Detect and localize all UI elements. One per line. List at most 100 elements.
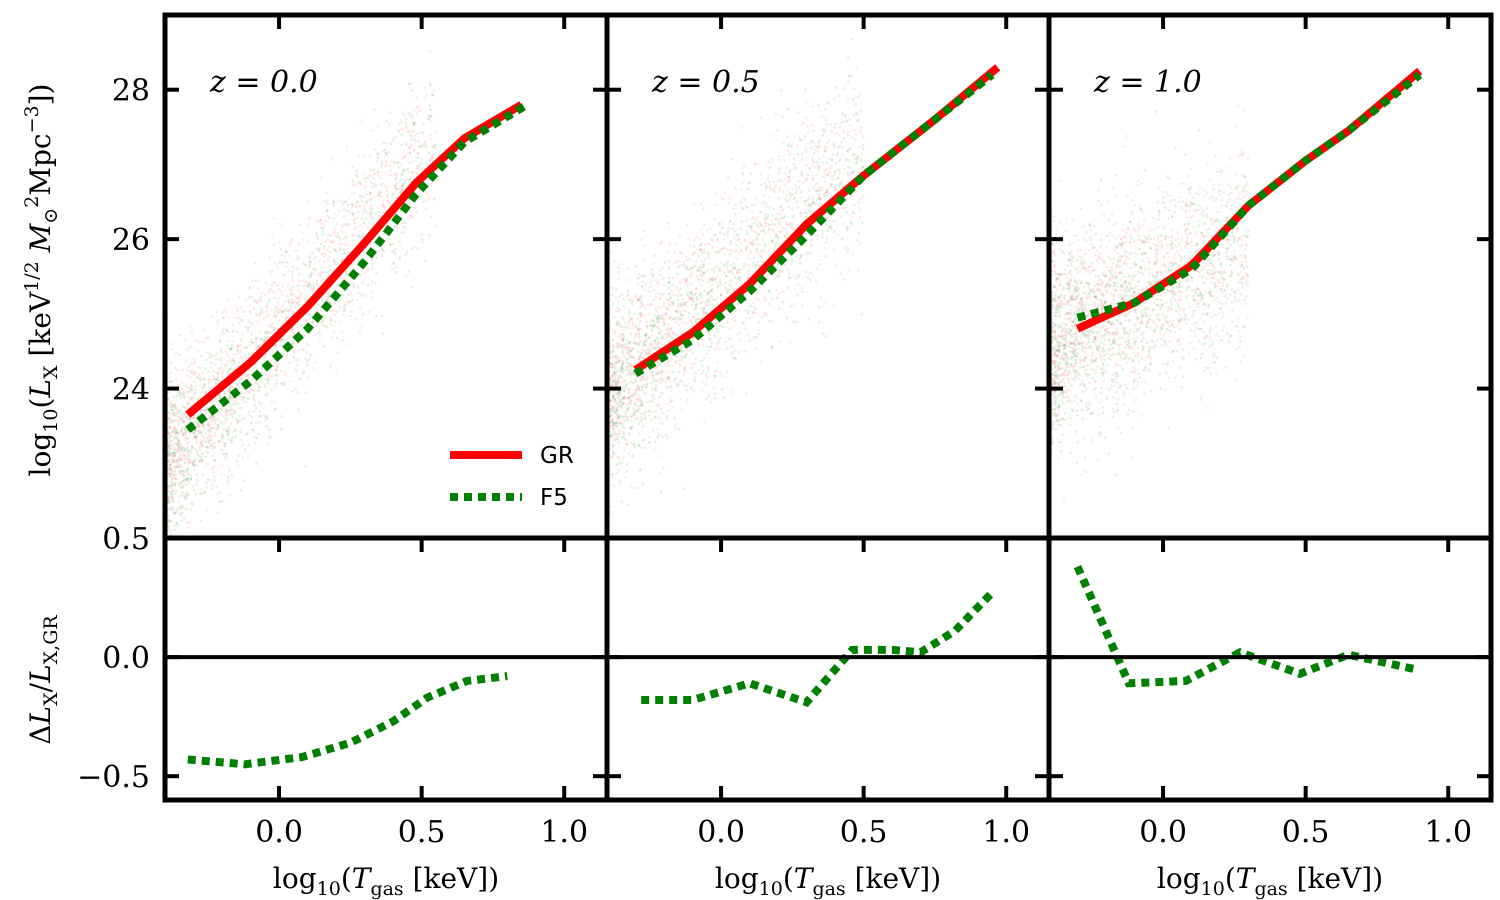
scatter-point-gr bbox=[210, 444, 214, 448]
scatter-point-gr bbox=[206, 351, 210, 354]
scatter-point-gr bbox=[613, 350, 616, 353]
scatter-point-gr bbox=[698, 302, 702, 306]
scatter-point-f5 bbox=[296, 284, 299, 288]
scatter-point-gr bbox=[769, 166, 773, 169]
scatter-point-f5 bbox=[816, 182, 819, 185]
scatter-point-gr bbox=[788, 152, 791, 156]
scatter-point-gr bbox=[647, 352, 650, 355]
scatter-point-gr bbox=[781, 230, 784, 233]
scatter-point-f5 bbox=[401, 189, 404, 193]
scatter-point-gr bbox=[286, 284, 290, 287]
scatter-point-gr bbox=[223, 452, 227, 456]
scatter-point-gr bbox=[292, 331, 295, 335]
scatter-point-gr bbox=[661, 317, 665, 320]
scatter-point-f5 bbox=[360, 232, 364, 235]
scatter-point-f5 bbox=[207, 428, 210, 432]
scatter-point-gr bbox=[667, 377, 670, 381]
scatter-point-gr bbox=[307, 281, 310, 285]
scatter-point-f5 bbox=[200, 492, 203, 496]
scatter-point-f5 bbox=[682, 383, 686, 387]
scatter-point-f5 bbox=[197, 429, 200, 432]
scatter-point-f5 bbox=[304, 357, 307, 361]
scatter-point-gr bbox=[701, 314, 705, 317]
scatter-point-f5 bbox=[763, 194, 766, 197]
scatter-point-f5 bbox=[712, 386, 716, 389]
scatter-point-f5 bbox=[817, 321, 821, 324]
scatter-point-gr bbox=[612, 383, 615, 387]
scatter-point-gr bbox=[355, 226, 359, 229]
scatter-point-gr bbox=[178, 486, 182, 489]
scatter-point-gr bbox=[221, 452, 225, 456]
scatter-point-f5 bbox=[613, 371, 617, 374]
scatter-point-gr bbox=[684, 303, 687, 307]
scatter-point-gr bbox=[246, 346, 249, 349]
scatter-point-f5 bbox=[808, 209, 812, 213]
scatter-point-gr bbox=[638, 328, 641, 331]
scatter-point-gr bbox=[726, 289, 729, 293]
scatter-point-gr bbox=[306, 376, 310, 379]
scatter-point-f5 bbox=[382, 249, 385, 252]
scatter-point-f5 bbox=[244, 346, 248, 349]
scatter-point-f5 bbox=[328, 309, 332, 313]
scatter-point-f5 bbox=[231, 403, 235, 406]
scatter-point-f5 bbox=[203, 490, 207, 494]
scatter-point-f5 bbox=[267, 378, 271, 382]
scatter-point-gr bbox=[731, 250, 735, 253]
scatter-point-f5 bbox=[734, 187, 737, 190]
scatter-point-f5 bbox=[728, 327, 732, 331]
scatter-point-gr bbox=[778, 223, 781, 227]
scatter-point-f5 bbox=[328, 301, 331, 304]
scatter-point-gr bbox=[307, 256, 310, 260]
scatter-point-gr bbox=[679, 304, 683, 308]
scatter-point-f5 bbox=[636, 410, 639, 414]
scatter-point-gr bbox=[428, 159, 432, 162]
scatter-point-gr bbox=[191, 387, 195, 390]
scatter-point-f5 bbox=[222, 415, 225, 418]
scatter-point-f5 bbox=[660, 490, 663, 494]
scatter-point-gr bbox=[184, 430, 187, 434]
series-line-f5-panel-1 bbox=[185, 101, 530, 433]
scatter-point-gr bbox=[244, 357, 247, 360]
scatter-point-gr bbox=[312, 366, 315, 370]
scatter-point-gr bbox=[846, 130, 850, 134]
scatter-point-gr bbox=[667, 330, 670, 334]
scatter-point-f5 bbox=[398, 210, 402, 214]
scatter-point-gr bbox=[710, 289, 713, 293]
scatter-point-f5 bbox=[179, 396, 183, 399]
scatter-point-gr bbox=[333, 228, 337, 232]
scatter-point-gr bbox=[702, 208, 705, 211]
scatter-point-gr bbox=[833, 141, 836, 145]
scatter-point-gr bbox=[359, 223, 362, 227]
scatter-point-f5 bbox=[356, 175, 359, 178]
scatter-point-gr bbox=[328, 250, 332, 254]
scatter-point-gr bbox=[285, 251, 289, 254]
scatter-point-f5 bbox=[755, 248, 759, 252]
scatter-point-gr bbox=[320, 252, 324, 256]
scatter-point-gr bbox=[359, 182, 362, 186]
scatter-point-gr bbox=[167, 436, 171, 440]
scatter-point-f5 bbox=[610, 431, 613, 435]
scatter-point-f5 bbox=[859, 110, 863, 113]
scatter-point-f5 bbox=[613, 398, 616, 402]
scatter-point-f5 bbox=[613, 332, 617, 335]
scatter-point-f5 bbox=[427, 151, 431, 155]
scatter-point-gr bbox=[171, 421, 175, 424]
scatter-point-f5 bbox=[819, 296, 823, 300]
scatter-point-gr bbox=[290, 331, 294, 334]
scatter-point-f5 bbox=[620, 386, 624, 390]
scatter-point-gr bbox=[616, 400, 619, 404]
scatter-point-gr bbox=[618, 384, 621, 388]
scatter-point-f5 bbox=[651, 325, 655, 328]
scatter-point-f5 bbox=[388, 222, 392, 225]
scatter-point-f5 bbox=[712, 333, 716, 337]
scatter-point-gr bbox=[396, 129, 400, 132]
scatter-point-gr bbox=[203, 409, 206, 413]
scatter-point-f5 bbox=[211, 447, 215, 451]
scatter-point-gr bbox=[609, 356, 613, 360]
scatter-point-gr bbox=[631, 364, 634, 368]
scatter-point-f5 bbox=[737, 275, 741, 279]
scatter-point-f5 bbox=[332, 260, 336, 263]
scatter-point-f5 bbox=[201, 386, 204, 390]
scatter-point-gr bbox=[825, 141, 829, 145]
scatter-point-gr bbox=[622, 379, 625, 383]
